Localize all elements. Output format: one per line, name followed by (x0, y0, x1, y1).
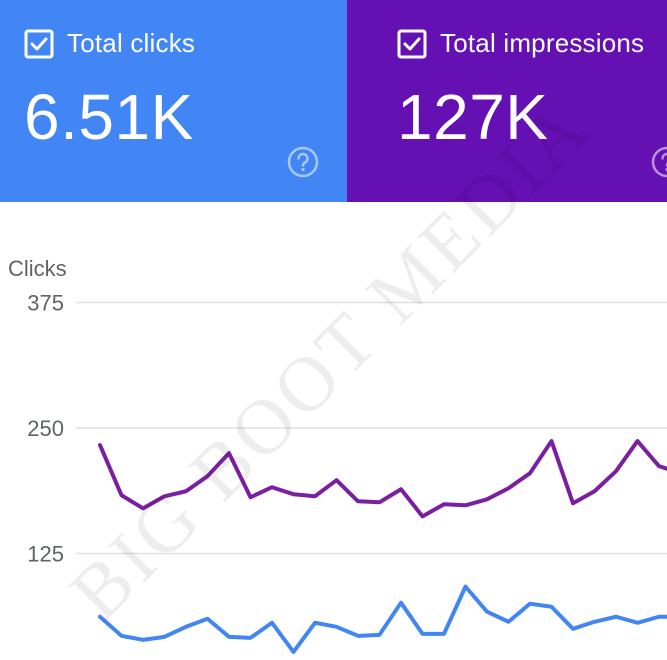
help-circle-icon[interactable] (285, 144, 321, 180)
y-tick-label: 125 (27, 542, 64, 567)
total-clicks-header[interactable]: Total clicks (24, 28, 195, 59)
checkbox-checked-icon[interactable] (24, 29, 54, 59)
total-impressions-card[interactable]: Total impressions 127K (347, 0, 667, 202)
clicks-series-line (98, 584, 667, 654)
total-clicks-label: Total clicks (67, 28, 196, 58)
impressions-series-line (98, 439, 667, 519)
total-impressions-header[interactable]: Total impressions (397, 28, 644, 59)
checkbox-checked-icon[interactable] (397, 29, 427, 59)
total-impressions-label: Total impressions (440, 28, 645, 58)
total-impressions-value: 127K (397, 81, 549, 153)
performance-line-chart: Clicks 125 250 375 (8, 256, 667, 654)
total-clicks-card[interactable]: Total clicks 6.51K (0, 0, 347, 202)
y-tick-label: 250 (27, 416, 64, 441)
total-clicks-value: 6.51K (24, 81, 194, 153)
summary-cards: Total clicks 6.51K Total impressions 127… (0, 0, 667, 202)
y-axis-title: Clicks (8, 256, 67, 281)
help-circle-icon[interactable] (649, 144, 667, 180)
y-tick-label: 375 (27, 291, 64, 316)
